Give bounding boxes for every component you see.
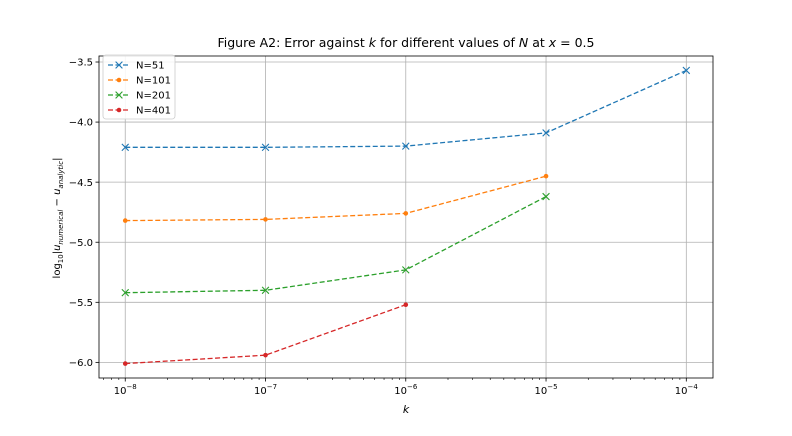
x-marker-stroke [121, 288, 130, 297]
legend: N=51 N=101 N=201 N=401 [102, 54, 176, 120]
title-part: at [528, 35, 549, 50]
legend-label: N=51 [136, 61, 165, 72]
dot-marker [122, 218, 128, 223]
x-tick-label: 10−5 [535, 383, 558, 397]
legend-item: N=201 [108, 91, 171, 102]
x-marker-stroke [115, 91, 123, 99]
x-marker [121, 143, 130, 152]
ylabel-part: 10 [57, 254, 65, 263]
y-tick-label: −6.0 [69, 358, 93, 369]
series-layer [121, 66, 691, 366]
chart-title: Figure A2: Error against k for different… [217, 35, 594, 50]
x-marker-stroke [401, 142, 410, 150]
series-line [125, 195, 547, 294]
legend-label: N=201 [136, 91, 171, 102]
title-part: x [548, 35, 557, 50]
series-line [125, 304, 406, 365]
x-tick-exponent: −7 [267, 383, 277, 391]
ylabel-part: − u [52, 189, 63, 210]
series-n-401 [122, 302, 409, 366]
dot-marker [116, 77, 122, 83]
x-tick-exponent: −8 [126, 383, 136, 391]
x-tick-base: 10 [394, 386, 407, 397]
dot-marker [403, 211, 409, 216]
x-marker-stroke [542, 192, 550, 201]
dot-marker [116, 107, 122, 113]
y-tick-label: −5.5 [69, 298, 93, 309]
x-axis-label: k [403, 403, 410, 416]
legend-label: N=401 [136, 106, 171, 117]
legend-box [102, 54, 176, 120]
legend-item: N=51 [108, 61, 165, 72]
x-marker-stroke [261, 286, 270, 295]
x-tick-exponent: −6 [407, 383, 418, 391]
x-marker-stroke [261, 143, 270, 152]
y-axis-label: log10|unumerical − uanalytic| [52, 158, 65, 279]
x-marker-stroke [121, 143, 130, 152]
x-tick-label: 10−7 [254, 383, 277, 397]
series-n-201 [121, 192, 550, 297]
title-part: Figure A2: Error against [217, 35, 368, 50]
series-n-101 [122, 173, 549, 223]
ylabel-part: |u [52, 245, 63, 255]
title-part: for different values of [376, 35, 519, 50]
ylabel-part: | [52, 158, 63, 161]
x-tick-exponent: −5 [547, 383, 557, 391]
legend-items: N=51 N=101 N=201 N=401 [108, 61, 171, 117]
x-marker [261, 143, 270, 152]
y-tick-label: −4.0 [69, 118, 93, 129]
x-marker-stroke [542, 129, 550, 137]
x-marker [542, 192, 550, 201]
dot-marker [403, 302, 409, 308]
x-marker-stroke [682, 66, 691, 75]
x-marker [115, 61, 123, 69]
ylabel-part: log [52, 263, 63, 278]
y-tick-label: −4.5 [69, 178, 93, 189]
dot-marker [263, 217, 268, 222]
x-tick-exponent: −4 [688, 383, 699, 391]
ylabel-part: analytic [57, 161, 65, 189]
x-marker-stroke [115, 61, 123, 69]
legend-item: N=401 [108, 106, 171, 117]
grid-layer [99, 56, 713, 378]
x-marker [121, 288, 130, 297]
x-tick-base: 10 [114, 386, 127, 397]
dot-marker [543, 173, 549, 179]
ylabel-part: numerical [57, 210, 65, 245]
dot-marker [122, 361, 128, 366]
x-marker [542, 129, 550, 137]
title-part: k [369, 35, 377, 50]
x-tick-base: 10 [535, 386, 548, 397]
y-tick-label: −3.5 [69, 58, 93, 69]
x-marker [261, 286, 270, 295]
title-part: N [519, 35, 529, 50]
legend-item: N=101 [108, 76, 171, 87]
y-tick-label: −5.0 [69, 238, 93, 249]
x-marker-stroke [401, 266, 410, 274]
x-tick-label: 10−8 [114, 383, 137, 397]
dot-marker [263, 352, 268, 358]
legend-label: N=101 [136, 76, 171, 87]
ticks-layer: 10−8 10−7 10−6 10−5 10−4−3.5−4.0−4.5−5.0−5.5… [69, 58, 699, 397]
series-n-51 [121, 66, 691, 152]
title-part: = 0.5 [556, 35, 594, 50]
x-marker [401, 142, 410, 150]
x-marker [401, 266, 410, 274]
series-line [125, 175, 547, 222]
x-tick-base: 10 [254, 386, 267, 397]
x-tick-label: 10−6 [394, 383, 418, 397]
x-marker [682, 66, 691, 75]
x-marker [115, 91, 123, 99]
x-tick-base: 10 [675, 386, 688, 397]
x-tick-label: 10−4 [675, 383, 699, 397]
